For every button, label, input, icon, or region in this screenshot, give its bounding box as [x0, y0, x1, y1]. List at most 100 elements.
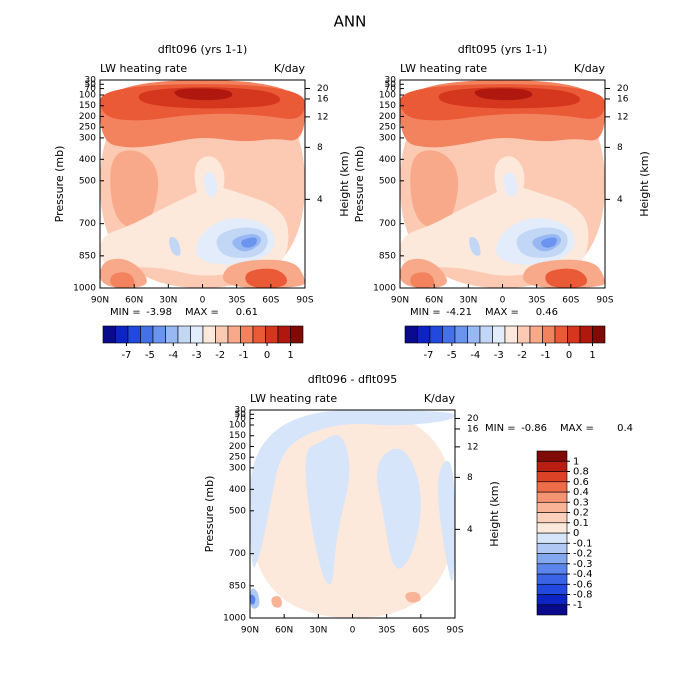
x-tick-label: 0 [200, 296, 206, 306]
contour-fill [204, 172, 218, 197]
y2-tick-label: 16 [317, 94, 329, 104]
y-tick-label: 70 [235, 414, 247, 424]
x-tick-label: 60N [275, 626, 293, 636]
x-tick-label: 0 [500, 296, 506, 306]
colorbar-box [404, 325, 418, 344]
colorbar-label: -2 [517, 350, 527, 361]
colorbar-label: -0.4 [573, 569, 593, 580]
contour-fill [545, 268, 588, 288]
colorbar-box [417, 325, 431, 344]
colorbar-box [504, 325, 518, 344]
colorbar-box [442, 325, 456, 344]
colorbar-label: 0.6 [573, 477, 589, 488]
colorbar-label: 0.1 [573, 518, 589, 529]
right-label: K/day [574, 62, 606, 75]
y-tick-label: 150 [229, 431, 246, 441]
contour-fill [410, 272, 435, 288]
colorbar-label: -2 [215, 350, 225, 361]
colorbar-box [536, 522, 568, 534]
colorbar-box [127, 325, 141, 344]
y-tick-label: 500 [379, 176, 396, 186]
y2-axis-label: Height (km) [488, 481, 501, 547]
colorbar-box [542, 325, 556, 344]
contour-fill [474, 88, 533, 101]
colorbar-label: 0.2 [573, 508, 589, 519]
contour-fill [110, 272, 135, 288]
min-label: MIN = [110, 307, 141, 318]
colorbar-box [240, 325, 254, 344]
contour-fill [305, 434, 350, 585]
colorbar-box [536, 573, 568, 585]
y2-tick-label: 12 [317, 112, 328, 122]
contour-fill [405, 591, 421, 603]
y-tick-label: 70 [385, 84, 397, 94]
y2-tick-label: 16 [467, 424, 479, 434]
colorbar-box [190, 325, 204, 344]
colorbar-label: -4 [168, 350, 178, 361]
y-axis-label: Pressure (mb) [353, 146, 366, 223]
y2-tick-label: 16 [617, 94, 629, 104]
panel-title: dflt096 (yrs 1-1) [158, 43, 248, 56]
panel-title: dflt096 - dflt095 [308, 373, 397, 386]
colorbar-label: 0 [573, 528, 579, 539]
y-tick-label: 200 [229, 442, 246, 452]
colorbar-box [290, 325, 304, 344]
panel-title: dflt095 (yrs 1-1) [458, 43, 548, 56]
y2-tick-label: 8 [617, 143, 623, 153]
y-tick-label: 700 [79, 219, 96, 229]
colorbar-box [536, 553, 568, 565]
colorbar-box [536, 542, 568, 554]
x-tick-label: 60S [412, 626, 429, 636]
colorbar-label: 0 [566, 350, 572, 361]
y2-tick-label: 4 [467, 525, 473, 535]
colorbar-label: -1 [573, 600, 583, 611]
colorbar-box [536, 460, 568, 472]
min-label: MIN = [485, 423, 516, 434]
y-tick-label: 850 [79, 251, 96, 261]
y-tick-label: 200 [79, 112, 96, 122]
colorbar-box [454, 325, 468, 344]
contour-fill [376, 448, 421, 569]
x-tick-label: 30N [159, 296, 177, 306]
y-tick-label: 30 [385, 76, 397, 86]
colorbar-box [536, 481, 568, 493]
colorbar-box [265, 325, 279, 344]
min-value: -4.21 [446, 307, 472, 318]
y-tick-label: 400 [379, 155, 396, 165]
y-tick-label: 200 [379, 112, 396, 122]
colorbar-label: -0.2 [573, 549, 593, 560]
y-tick-label: 300 [379, 133, 396, 143]
x-tick-label: 30S [378, 626, 395, 636]
y-tick-label: 500 [229, 506, 246, 516]
colorbar-box [529, 325, 543, 344]
min-value: -0.86 [521, 423, 547, 434]
left-label: LW heating rate [400, 62, 487, 75]
y-tick-label: 1000 [373, 284, 396, 294]
y2-tick-label: 20 [617, 84, 629, 94]
contour-fill [169, 236, 181, 256]
colorbar-box [177, 325, 191, 344]
contour-field [250, 410, 455, 618]
colorbar-box [165, 325, 179, 344]
colorbar-box [536, 471, 568, 483]
colorbar-label: -7 [121, 350, 131, 361]
colorbar-label: -0.6 [573, 579, 593, 590]
colorbar-label: -5 [145, 350, 155, 361]
x-tick-label: 30N [459, 296, 477, 306]
colorbar-box [115, 325, 129, 344]
y-tick-label: 250 [379, 123, 396, 133]
max-label: MAX = [485, 307, 519, 318]
x-tick-label: 60N [425, 296, 443, 306]
contour-fill [504, 172, 518, 197]
y2-tick-label: 4 [317, 195, 323, 205]
y-tick-label: 50 [235, 410, 247, 420]
y-tick-label: 850 [229, 581, 246, 591]
colorbar-box [536, 532, 568, 544]
colorbar-label: -1 [541, 350, 551, 361]
colorbar-box [152, 325, 166, 344]
colorbar-box [536, 563, 568, 575]
colorbar-label: -3 [192, 350, 202, 361]
contour-fill [250, 594, 256, 605]
colorbar-label: -0.3 [573, 559, 593, 570]
